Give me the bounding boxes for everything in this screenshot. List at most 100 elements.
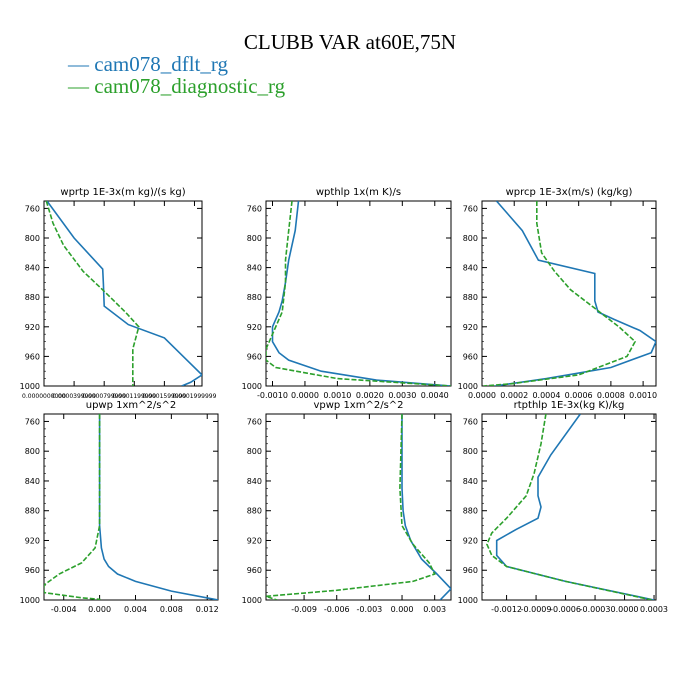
y-tick-label: 840 (463, 477, 478, 486)
x-tick-label: 0.0006 (565, 391, 593, 400)
y-tick-label: 920 (25, 323, 40, 332)
y-tick-label: 760 (247, 417, 262, 426)
y-tick-label: 840 (463, 264, 478, 273)
y-tick-label: 800 (25, 234, 40, 243)
x-tick-label: 0.000 (391, 605, 414, 614)
x-tick-label: -0.0006 (550, 605, 581, 614)
panel-title: wprtp 1E-3x(m kg)/(s kg) (60, 187, 185, 198)
y-tick-label: 1000 (458, 596, 478, 605)
y-tick-label: 880 (247, 507, 262, 516)
y-tick-label: 960 (247, 352, 262, 361)
y-tick-label: 1000 (242, 596, 262, 605)
y-tick-label: 1000 (458, 382, 478, 391)
plot-frame (43, 413, 219, 601)
panel-title: vpwp 1xm^2/s^2 (313, 400, 403, 411)
y-tick-label: 760 (247, 204, 262, 213)
x-tick-label: 0.0000399999 (52, 393, 96, 400)
y-tick-label: 960 (463, 352, 478, 361)
x-tick-label: -0.0003 (580, 605, 611, 614)
y-tick-label: 760 (463, 204, 478, 213)
series-line-dflt (271, 201, 451, 386)
y-tick-label: 960 (247, 566, 262, 575)
x-tick-label: -0.0010 (257, 391, 288, 400)
x-tick-label: 0.0008 (597, 391, 625, 400)
panel-title: rtpthlp 1E-3x(kg K)/kg (514, 400, 625, 411)
y-tick-label: 800 (25, 447, 40, 456)
x-tick-label: -0.0012 (491, 605, 522, 614)
x-tick-label: -0.009 (291, 605, 317, 614)
x-tick-label: 0.0040 (421, 391, 449, 400)
y-tick-label: 840 (25, 264, 40, 273)
x-tick-label: 0.0020 (356, 391, 384, 400)
plot-frame (265, 200, 452, 387)
y-tick-label: 960 (463, 566, 478, 575)
series-line-diagnostic (486, 414, 653, 600)
x-tick-label: 0.0002 (500, 391, 528, 400)
series-line-dflt (495, 414, 655, 600)
plot-frame (265, 413, 452, 601)
legend-entry-dflt: — cam078_dflt_rg (68, 52, 229, 76)
x-tick-label: 0.0010 (323, 391, 351, 400)
x-tick-label: 0.012 (196, 605, 219, 614)
y-tick-label: 920 (463, 536, 478, 545)
y-tick-label: 960 (25, 352, 40, 361)
y-tick-label: 880 (463, 293, 478, 302)
series-line-diagnostic (44, 414, 101, 600)
y-tick-label: 880 (247, 293, 262, 302)
y-tick-label: 840 (247, 477, 262, 486)
x-tick-label: 0.0000000000 (22, 393, 66, 400)
series-line-diagnostic (45, 201, 140, 386)
x-tick-label: -0.004 (51, 605, 77, 614)
x-tick-label: 0.0000 (468, 391, 496, 400)
y-tick-label: 800 (247, 234, 262, 243)
y-tick-label: 1000 (20, 596, 40, 605)
x-tick-label: 0.008 (160, 605, 183, 614)
y-tick-label: 920 (247, 323, 262, 332)
y-tick-label: 800 (463, 234, 478, 243)
x-tick-label: 0.000 (88, 605, 111, 614)
x-tick-label: -0.0009 (521, 605, 552, 614)
x-tick-label: 0.0003 (640, 605, 668, 614)
x-tick-label: 0.0000 (291, 391, 319, 400)
x-tick-label: 0.0001599999 (142, 393, 186, 400)
panel-title: upwp 1xm^2/s^2 (86, 400, 176, 411)
x-tick-label: 0.0010 (629, 391, 657, 400)
y-tick-label: 760 (25, 204, 40, 213)
y-tick-label: 920 (247, 536, 262, 545)
y-tick-label: 880 (25, 293, 40, 302)
x-tick-label: 0.0004 (532, 391, 560, 400)
y-tick-label: 1000 (20, 382, 40, 391)
x-tick-label: -0.006 (324, 605, 350, 614)
y-tick-label: 1000 (242, 382, 262, 391)
x-tick-label: 0.0000799999 (82, 393, 126, 400)
series-line-dflt (401, 414, 451, 600)
y-tick-label: 840 (25, 477, 40, 486)
y-tick-label: 760 (25, 417, 40, 426)
y-tick-label: 920 (463, 323, 478, 332)
y-tick-label: 800 (247, 447, 262, 456)
y-tick-label: 880 (25, 507, 40, 516)
x-tick-label: 0.003 (423, 605, 446, 614)
y-tick-label: 800 (463, 447, 478, 456)
series-line-dflt (98, 414, 218, 600)
y-tick-label: 840 (247, 264, 262, 273)
figure-title: CLUBB VAR at60E,75N (243, 30, 457, 54)
panel-title: wprcp 1E-3x(m/s) (kg/kg) (506, 187, 633, 198)
legend-entry-diagnostic: — cam078_diagnostic_rg (68, 74, 286, 98)
plot-frame (43, 200, 203, 387)
series-line-dflt (46, 201, 202, 386)
x-tick-label: 0.0030 (388, 391, 416, 400)
x-tick-label: 0.004 (124, 605, 147, 614)
y-tick-label: 920 (25, 536, 40, 545)
series-line-dflt (494, 201, 656, 386)
x-tick-label: 0.0001999999 (173, 393, 217, 400)
x-tick-label: -0.003 (356, 605, 382, 614)
x-tick-label: 0.0000 (611, 605, 639, 614)
y-tick-label: 760 (463, 417, 478, 426)
series-line-diagnostic (266, 414, 436, 600)
panel-title: wpthlp 1x(m K)/s (316, 187, 401, 198)
x-tick-label: 0.0001199999 (112, 393, 156, 400)
y-tick-label: 880 (463, 507, 478, 516)
series-line-diagnostic (483, 201, 637, 386)
